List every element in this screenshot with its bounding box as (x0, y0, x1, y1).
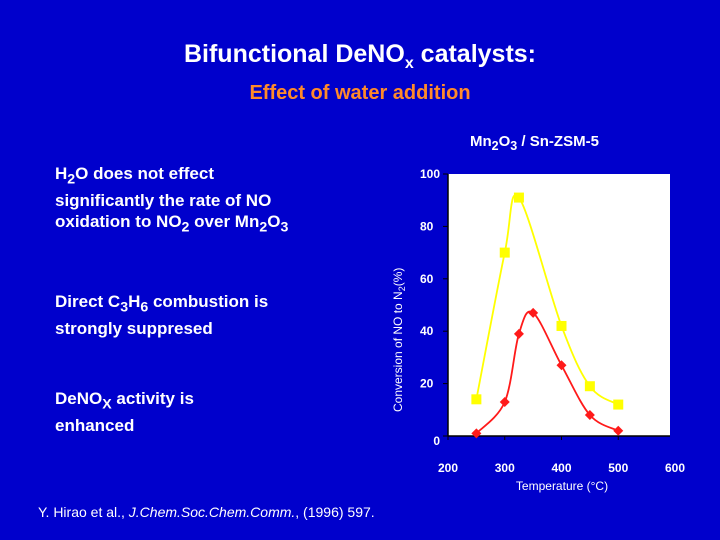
data-point-without-water (584, 381, 595, 392)
bullet-c3h6-combustion: Direct C3H6 combustion is strongly suppr… (55, 292, 269, 339)
legend-with-water: With 5.7 % H2O (568, 215, 654, 231)
data-point-with-water (613, 425, 624, 436)
chart-axes (447, 174, 670, 437)
x-tick-label: 300 (495, 461, 515, 475)
x-tick-label: 500 (608, 461, 628, 475)
x-axis-label: Temperature (°C) (516, 479, 608, 493)
data-point-without-water (613, 399, 624, 410)
plot-area (448, 174, 670, 436)
data-point-without-water (513, 192, 524, 203)
chart-ticks: 0 20 40 60 80 100 200 300 400 500 600 (420, 167, 685, 475)
data-point-with-water (556, 360, 567, 371)
data-point-without-water (499, 247, 510, 258)
chart-title: Mn2O3 / Sn-ZSM-5 (470, 133, 599, 153)
y-tick-label: 20 (420, 377, 434, 391)
slide-title: Bifunctional DeNOx catalysts: (183, 40, 537, 72)
y-tick-label: 80 (420, 219, 434, 233)
legend-without-water: Without H2O (565, 185, 636, 201)
y-tick-label: 100 (420, 167, 440, 181)
data-point-without-water (556, 320, 567, 331)
reference-citation: Y. Hirao et al., J.Chem.Soc.Chem.Comm., … (38, 504, 375, 520)
data-point-with-water (471, 428, 482, 439)
bullet-water-effect: H2O does not effect significantly the ra… (55, 164, 289, 236)
y-tick-label: 40 (420, 324, 434, 338)
slide-subtitle: Effect of water addition (249, 82, 471, 104)
chart-markers (471, 192, 624, 439)
data-point-with-water (584, 410, 595, 421)
data-point-with-water (513, 328, 524, 339)
data-point-without-water (471, 394, 482, 405)
y-axis-label: Conversion of NO to N2(%) (391, 268, 407, 412)
data-point-with-water (499, 396, 510, 407)
y-tick-label: 0 (433, 434, 440, 448)
y-tick-label: 60 (420, 272, 434, 286)
x-tick-label: 400 (551, 461, 571, 475)
bullet-denox-activity: DeNOX activity is enhanced (55, 389, 194, 436)
data-point-with-water (528, 307, 539, 318)
x-tick-label: 200 (438, 461, 458, 475)
x-tick-label: 600 (665, 461, 685, 475)
